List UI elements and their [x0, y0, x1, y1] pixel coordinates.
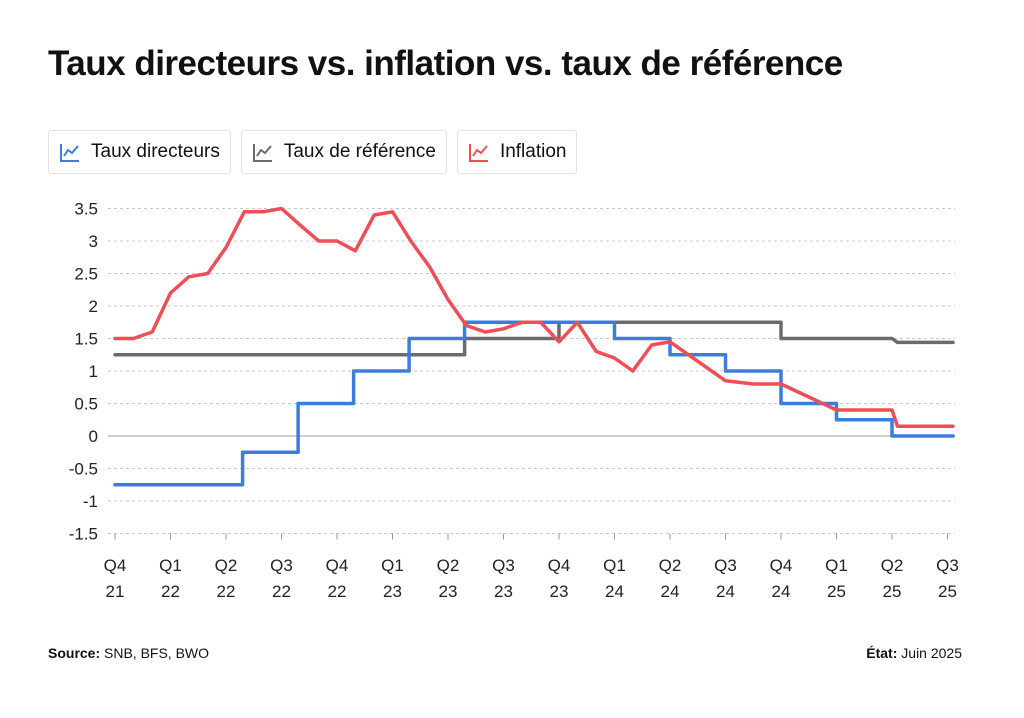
legend-label: Taux de référence	[283, 141, 436, 162]
x-tick-label-year: 24	[605, 582, 624, 601]
x-tick-label-quarter: Q2	[437, 556, 460, 575]
x-tick-label-quarter: Q4	[326, 556, 349, 575]
legend-item-taux-de-reference[interactable]: Taux de référence	[240, 130, 447, 174]
x-tick-label-year: 23	[383, 582, 402, 601]
y-tick-label: -1	[83, 492, 98, 511]
x-tick-label-year: 25	[827, 582, 846, 601]
x-tick-label-quarter: Q3	[492, 556, 515, 575]
x-tick-label-quarter: Q1	[159, 556, 182, 575]
x-tick-label-quarter: Q2	[215, 556, 238, 575]
state-label: État:	[866, 645, 898, 661]
chart-title: Taux directeurs vs. inflation vs. taux d…	[48, 44, 843, 83]
line-chart-icon	[60, 144, 79, 162]
x-tick-label-quarter: Q4	[104, 556, 127, 575]
x-tick-label-quarter: Q1	[603, 556, 626, 575]
legend-item-taux-directeurs[interactable]: Taux directeurs	[48, 130, 231, 174]
x-tick-label-quarter: Q4	[770, 556, 793, 575]
x-tick-label-year: 21	[106, 582, 125, 601]
x-tick-label-year: 22	[217, 582, 236, 601]
y-tick-label: -0.5	[69, 460, 98, 479]
series-line-taux-directeurs	[113, 320, 955, 487]
legend-label: Taux directeurs	[91, 141, 220, 162]
chart-legend: Taux directeurs Taux de référence Inflat…	[48, 130, 578, 174]
state-note: État: Juin 2025	[866, 645, 962, 661]
x-tick-label-year: 22	[272, 582, 291, 601]
x-tick-label-year: 25	[938, 582, 957, 601]
y-tick-label: 1.5	[74, 330, 98, 349]
x-tick-label-year: 24	[772, 582, 791, 601]
y-tick-label: 3	[89, 232, 98, 251]
source-note: Source: SNB, BFS, BWO	[48, 645, 209, 661]
x-tick-label-year: 23	[550, 582, 569, 601]
legend-item-inflation[interactable]: Inflation	[456, 130, 578, 174]
x-tick-label-year: 23	[439, 582, 458, 601]
y-tick-label: 1	[89, 362, 98, 381]
x-tick-label-quarter: Q4	[548, 556, 571, 575]
line-chart: 3.5 3 2.5 2 1.5 1 0.5 0 -0.5 -1 -1.5 Q4 21 Q1 22 Q2 22 Q3…	[69, 200, 959, 602]
x-tick-label-year: 22	[328, 582, 347, 601]
x-tick-label-year: 25	[883, 582, 902, 601]
y-tick-label: 0.5	[74, 395, 98, 414]
y-tick-label: 3.5	[74, 200, 98, 219]
x-tick-label-quarter: Q2	[881, 556, 904, 575]
source-label: Source:	[48, 645, 101, 661]
series-line-inflation	[113, 206, 955, 429]
state-value: Juin 2025	[897, 645, 962, 661]
line-chart-icon	[252, 144, 272, 162]
x-tick-label-quarter: Q3	[936, 556, 959, 575]
x-tick-label-quarter: Q1	[381, 556, 404, 575]
x-tick-label-year: 22	[161, 582, 180, 601]
source-value: SNB, BFS, BWO	[100, 645, 210, 661]
x-tick-label-quarter: Q1	[825, 556, 848, 575]
x-tick-label-year: 24	[716, 582, 735, 601]
x-tick-label-year: 24	[661, 582, 680, 601]
x-tick-label-quarter: Q3	[270, 556, 293, 575]
y-tick-label: 2	[89, 297, 98, 316]
line-chart-icon	[468, 144, 488, 162]
x-tick-label-year: 23	[494, 582, 513, 601]
x-tick-label-quarter: Q2	[659, 556, 682, 575]
legend-label: Inflation	[499, 141, 567, 162]
y-tick-label: 0	[89, 427, 98, 446]
x-tick-label-quarter: Q3	[714, 556, 737, 575]
y-tick-label: -1.5	[69, 525, 98, 544]
y-tick-label: 2.5	[74, 265, 98, 284]
series-line-taux-de-reference	[113, 320, 955, 357]
